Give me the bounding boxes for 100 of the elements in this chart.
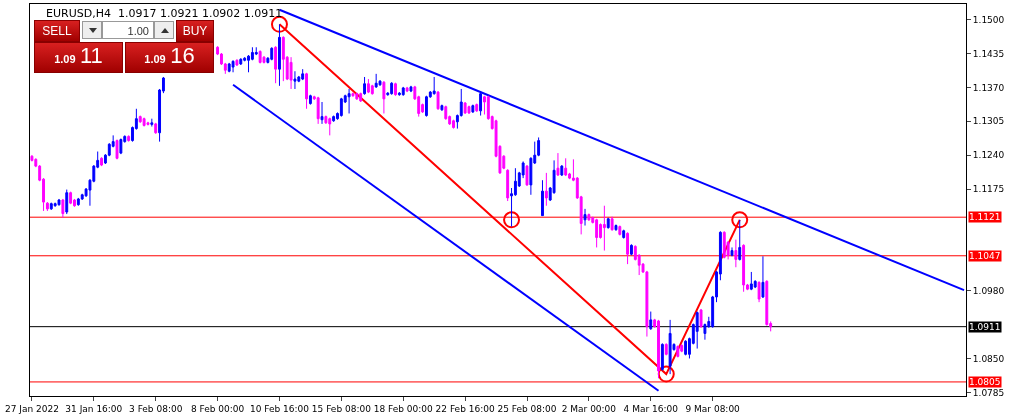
candlestick <box>610 216 614 232</box>
candlestick <box>397 91 401 97</box>
candlestick <box>622 229 626 240</box>
candlestick <box>363 76 367 96</box>
x-tick-label: 2 Mar 00:00 <box>561 403 617 414</box>
candlestick <box>394 82 397 97</box>
point <box>657 365 675 383</box>
x-tick-label: 22 Feb 16:00 <box>435 403 495 414</box>
annotation: 1.09 <box>54 53 76 65</box>
candlestick <box>560 164 564 177</box>
candlestick <box>749 271 753 291</box>
candlestick <box>614 224 618 232</box>
y-tick-label: 1.0980 <box>972 285 1005 296</box>
candlestick <box>680 343 684 353</box>
candlestick <box>722 230 726 259</box>
candlestick <box>587 213 591 222</box>
candlestick <box>483 95 486 116</box>
candlestick <box>583 208 587 227</box>
candlestick <box>405 86 409 93</box>
x-tick-label: 4 Mar 16:00 <box>623 403 679 414</box>
candlestick <box>305 72 308 110</box>
x-tick-label: 8 Feb 00:00 <box>190 403 245 414</box>
candlestick <box>339 97 343 118</box>
y-tick-label: 1.1305 <box>972 116 1005 127</box>
annotation: BUY <box>176 20 214 42</box>
candlestick <box>53 202 57 207</box>
candlestick <box>695 311 699 350</box>
y-tick-label: 1.1435 <box>972 48 1005 59</box>
point <box>270 15 288 33</box>
x-tick-label: 25 Feb 08:00 <box>497 403 557 414</box>
candlestick <box>142 117 146 127</box>
y-tick-label: 1.0850 <box>972 353 1005 364</box>
x-tick-label: 15 Feb 08:00 <box>311 403 372 414</box>
candlestick <box>76 197 80 207</box>
x-tick-label: 18 Feb 00:00 <box>373 403 434 414</box>
candlestick <box>115 139 119 160</box>
y-tick-label: 1.1500 <box>972 14 1005 25</box>
candlestick <box>351 93 355 98</box>
candlestick <box>409 85 413 93</box>
candlestick <box>401 86 405 97</box>
candlestick <box>475 103 479 113</box>
candlestick <box>61 198 65 219</box>
candlestick <box>154 122 158 135</box>
candlestick <box>471 104 475 114</box>
x-tick-label: 31 Jan 16:00 <box>65 403 123 414</box>
y-tick-label: 1.0785 <box>972 387 1005 398</box>
candlestick <box>664 342 668 356</box>
candlestick <box>440 104 444 112</box>
candlestick <box>444 105 448 121</box>
point <box>731 211 749 229</box>
candlestick <box>278 23 281 87</box>
candlestick <box>332 115 336 123</box>
candlestick <box>626 231 630 265</box>
candlestick <box>765 279 769 327</box>
candlestick <box>738 219 742 261</box>
candlestick <box>258 49 262 64</box>
y-tick-label: 1.1175 <box>972 184 1005 195</box>
candlestick <box>138 115 142 124</box>
candlestick <box>525 164 529 187</box>
candlestick <box>235 58 239 67</box>
candlestick <box>436 90 440 111</box>
candlestick <box>602 205 606 252</box>
candlestick <box>328 117 332 136</box>
candlestick <box>668 319 672 375</box>
candlestick <box>463 101 467 115</box>
candlestick <box>506 168 510 202</box>
candlestick <box>699 308 703 329</box>
ref-line-label: 1.0911 <box>969 322 1001 332</box>
candlestick <box>467 105 471 115</box>
candlestick <box>119 137 123 155</box>
candlestick <box>231 59 235 73</box>
candlestick <box>254 46 258 56</box>
candlestick <box>347 88 351 114</box>
candlestick <box>734 239 738 268</box>
candlestick <box>479 90 483 117</box>
candlestick <box>316 96 320 125</box>
candlestick <box>374 73 378 89</box>
candlestick <box>127 134 131 143</box>
candlestick <box>100 156 103 167</box>
annotation: SELL <box>34 20 80 42</box>
candlestick <box>359 92 363 103</box>
candlestick <box>274 45 278 84</box>
candlestick <box>65 189 69 215</box>
annotation: 1.00 <box>102 21 154 39</box>
candlestick <box>281 35 285 82</box>
candlestick <box>660 342 664 371</box>
candlestick <box>649 311 653 331</box>
x-tick-label: 9 Mar 08:00 <box>685 403 741 414</box>
candlestick <box>544 172 548 207</box>
annotation: 16 <box>170 43 195 68</box>
candlestick <box>606 217 610 230</box>
candlestick <box>49 202 53 211</box>
candlestick <box>452 119 455 130</box>
candlestick <box>366 78 370 94</box>
candlestick <box>757 280 761 303</box>
candlestick <box>761 255 765 299</box>
candlestick <box>150 118 154 127</box>
annotation: 1.09 <box>144 53 166 65</box>
candlestick <box>684 339 688 356</box>
candlestick <box>595 218 599 248</box>
